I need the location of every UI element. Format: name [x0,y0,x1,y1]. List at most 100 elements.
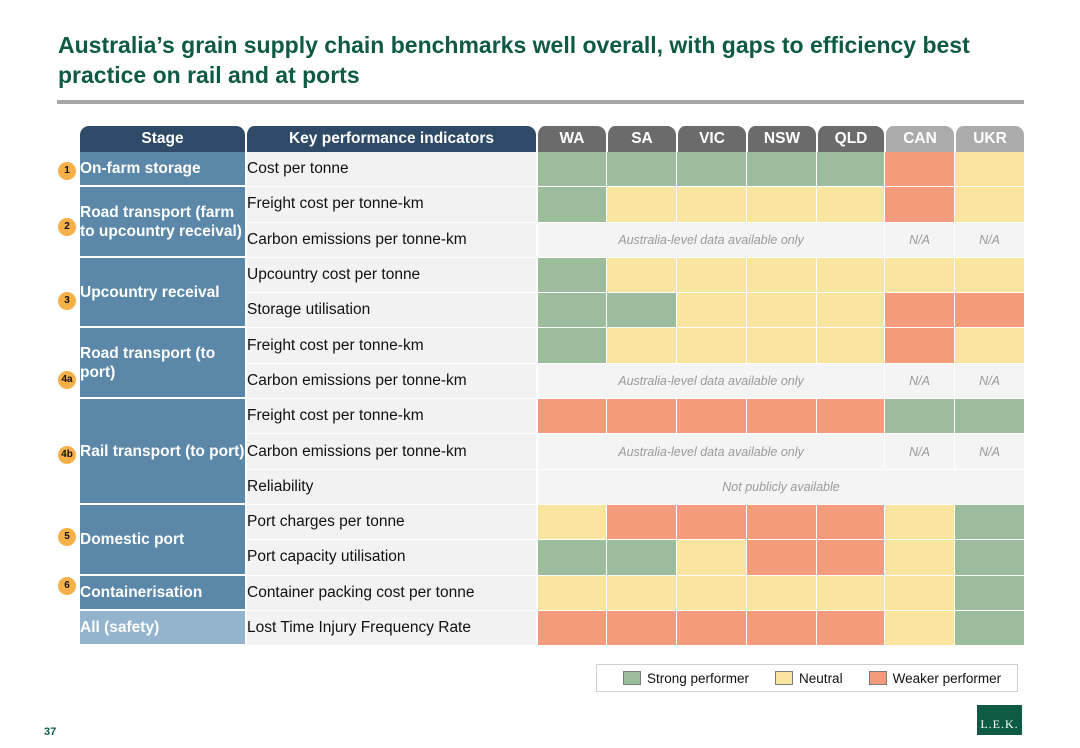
rating-na-cell: N/A [884,222,954,258]
rating-cell-weaker [746,540,816,576]
stage-number-badge: 3 [58,292,76,310]
rating-cell-weaker [536,610,606,647]
rating-cell-strong [676,152,746,188]
rating-cell-strong [536,293,606,329]
region-header-sa: SA [606,126,676,152]
kpi-table-body: On-farm storage Cost per tonne Road transp… [80,152,1024,647]
rating-cell-weaker [606,399,676,435]
rating-note-cell: Australia-level data available only [536,434,884,470]
table-row: Storage utilisation [80,293,1024,329]
legend: Strong performer Neutral Weaker performe… [596,664,1018,692]
kpi-cell: Freight cost per tonne-km [245,187,536,223]
kpi-cell: Port charges per tonne [245,504,536,541]
stage-number-badge: 2 [58,218,76,236]
kpi-benchmark-table: Stage Key performance indicators WA SA V… [80,126,1024,647]
rating-cell-strong [536,328,606,364]
rating-cell-neutral [606,575,676,611]
rating-cell-strong [606,152,676,188]
region-header-qld: QLD [816,126,884,152]
rating-cell-strong [884,399,954,435]
rating-cell-strong [954,575,1024,611]
table-row: Road transport (farm to upcountry receiv… [80,187,1024,258]
stage-number-badge: 6 [58,577,76,595]
table-row: Containerisation Container packing cost p… [80,575,1024,611]
rating-cell-strong [536,187,606,223]
rating-cell-neutral [746,293,816,329]
rating-cell-neutral [676,293,746,329]
rating-cell-neutral [536,575,606,611]
rating-cell-weaker [746,610,816,647]
rating-cell-weaker [816,399,884,435]
kpi-cell: Lost Time Injury Frequency Rate [245,610,536,647]
table-row: Carbon emissions per tonne-km Australia-l… [80,222,1024,258]
rating-cell-neutral [954,187,1024,223]
legend-item-strong: Strong performer [623,671,749,686]
rating-cell-strong [536,540,606,576]
table-row: On-farm storage Cost per tonne [80,152,1024,188]
rating-cell-strong [606,540,676,576]
rating-cell-neutral [884,257,954,294]
rating-cell-weaker [606,504,676,541]
rating-na-cell: N/A [954,222,1024,258]
rating-cell-weaker [606,610,676,647]
stage-header: Stage [80,126,245,152]
kpi-cell: Container packing cost per tonne [245,575,536,611]
rating-cell-weaker [676,610,746,647]
rating-cell-neutral [746,575,816,611]
rating-cell-weaker [884,187,954,223]
table-row: Domestic port Port charges per tonne [80,504,1024,576]
stage-cell: Road transport (farm to upcountry receiv… [80,187,245,258]
stage-cell: Rail transport (to port) [80,399,245,505]
region-header-ukr: UKR [954,126,1024,152]
table-row: Rail transport (to port) Freight cost per… [80,399,1024,505]
stage-number-badge: 4a [58,371,76,389]
legend-label-weaker: Weaker performer [892,670,1002,686]
rating-cell-neutral [884,540,954,576]
rating-cell-strong [954,540,1024,576]
rating-cell-strong [954,399,1024,435]
rating-na-cell: N/A [884,434,954,470]
stage-cell: Domestic port [80,504,245,576]
rating-cell-weaker [676,504,746,541]
kpi-cell: Upcountry cost per tonne [245,257,536,294]
rating-cell-strong [536,152,606,188]
region-header-nsw: NSW [746,126,816,152]
kpi-cell: Carbon emissions per tonne-km [245,363,536,400]
rating-note-cell: Australia-level data available only [536,222,884,258]
rating-cell-neutral [676,328,746,364]
rating-cell-weaker [816,504,884,541]
legend-label-strong: Strong performer [647,670,750,686]
kpi-header: Key performance indicators [245,126,536,152]
region-header-can: CAN [884,126,954,152]
rating-cell-weaker [816,610,884,647]
rating-cell-weaker [954,293,1024,329]
rating-cell-neutral [884,610,954,647]
rating-cell-neutral [536,504,606,541]
legend-swatch-neutral [775,671,794,685]
stage-cell: On-farm storage [80,152,245,188]
rating-cell-strong [954,610,1024,647]
rating-na-cell: N/A [884,363,954,400]
rating-cell-strong [816,152,884,188]
kpi-cell: Carbon emissions per tonne-km [245,222,536,258]
rating-cell-weaker [884,293,954,329]
legend-item-neutral: Neutral [775,671,843,686]
table-row: Reliability Not publicly available [80,469,1024,505]
rating-cell-neutral [954,328,1024,364]
rating-cell-neutral [676,187,746,223]
stage-cell: All (safety) [80,610,245,647]
rating-cell-neutral [746,328,816,364]
kpi-cell: Freight cost per tonne-km [245,328,536,364]
lek-logo: L.E.K. [977,705,1022,735]
region-header-wa: WA [536,126,606,152]
rating-cell-weaker [884,328,954,364]
kpi-cell: Carbon emissions per tonne-km [245,434,536,470]
stage-cell: Containerisation [80,575,245,611]
title-divider [57,100,1024,104]
rating-cell-neutral [816,257,884,294]
stage-cell: Upcountry receival [80,257,245,329]
rating-cell-neutral [884,575,954,611]
rating-note-cell: Not publicly available [536,469,1024,505]
legend-swatch-strong [623,671,641,685]
kpi-cell: Storage utilisation [245,293,536,329]
